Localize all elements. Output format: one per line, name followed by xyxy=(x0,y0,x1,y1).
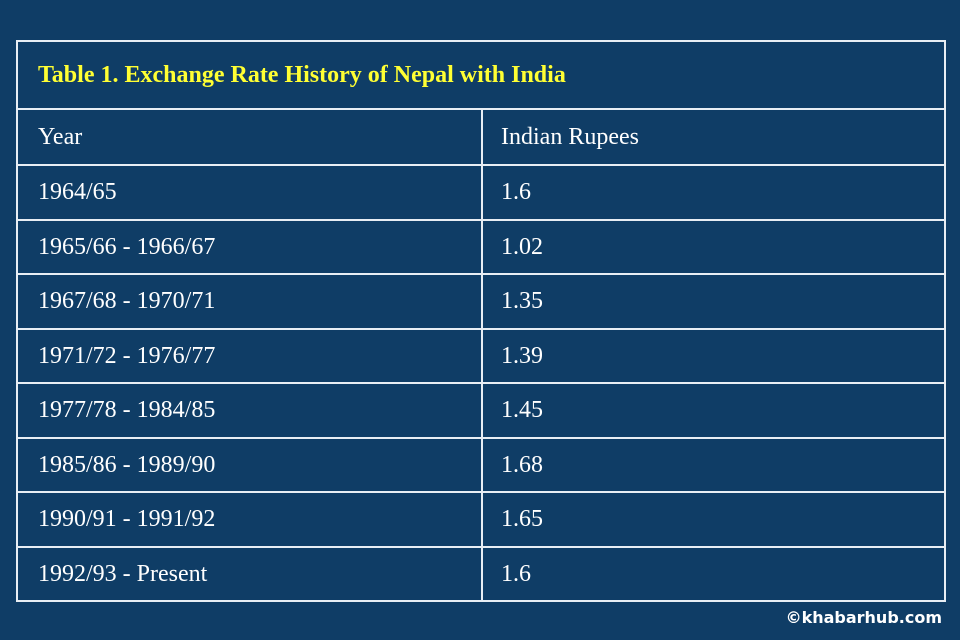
rate-cell: 1.68 xyxy=(481,438,944,492)
year-cell: 1977/78 - 1984/85 xyxy=(38,397,216,423)
rate-cell: 1.6 xyxy=(481,547,944,601)
rate-cell: 1.35 xyxy=(481,275,944,328)
rate-cell: 1.45 xyxy=(481,384,944,437)
rate-cell: 1.02 xyxy=(481,220,944,274)
data-row: 1965/66 - 1966/67 1.02 xyxy=(18,218,944,274)
data-row: 1985/86 - 1989/90 1.68 xyxy=(18,436,944,492)
year-cell: 1985/86 - 1989/90 xyxy=(38,451,216,478)
data-row: 1967/68 - 1970/71 1.35 xyxy=(18,273,944,328)
year-cell: 1971/72 - 1976/77 xyxy=(38,342,216,369)
table: Table 1. Exchange Rate History of Nepal … xyxy=(16,40,946,602)
rate-cell: 1.6 xyxy=(481,166,944,219)
rate-cell: 1.39 xyxy=(481,329,944,383)
year-cell: 1964/65 xyxy=(38,179,117,205)
year-cell: 1967/68 - 1970/71 xyxy=(38,288,216,314)
rate-cell: Indian Rupees xyxy=(481,110,944,164)
data-row: 1964/65 1.6 xyxy=(18,164,944,219)
data-row: 1992/93 - Present 1.6 xyxy=(18,545,944,601)
data-row: 1977/78 - 1984/85 1.45 xyxy=(18,382,944,437)
year-cell: 1965/66 - 1966/67 xyxy=(38,233,216,260)
year-cell: 1992/93 - Present xyxy=(38,560,208,587)
header-row: Year Indian Rupees xyxy=(18,108,944,164)
data-row: 1971/72 - 1976/77 1.39 xyxy=(18,327,944,383)
year-cell: Year xyxy=(38,123,83,150)
credit: ©khabarhub.com xyxy=(785,608,942,627)
data-row: 1990/91 - 1991/92 1.65 xyxy=(18,491,944,546)
rate-cell: 1.65 xyxy=(481,493,944,546)
table-title: Table 1. Exchange Rate History of Nepal … xyxy=(38,61,566,88)
year-cell: 1990/91 - 1991/92 xyxy=(38,506,216,532)
